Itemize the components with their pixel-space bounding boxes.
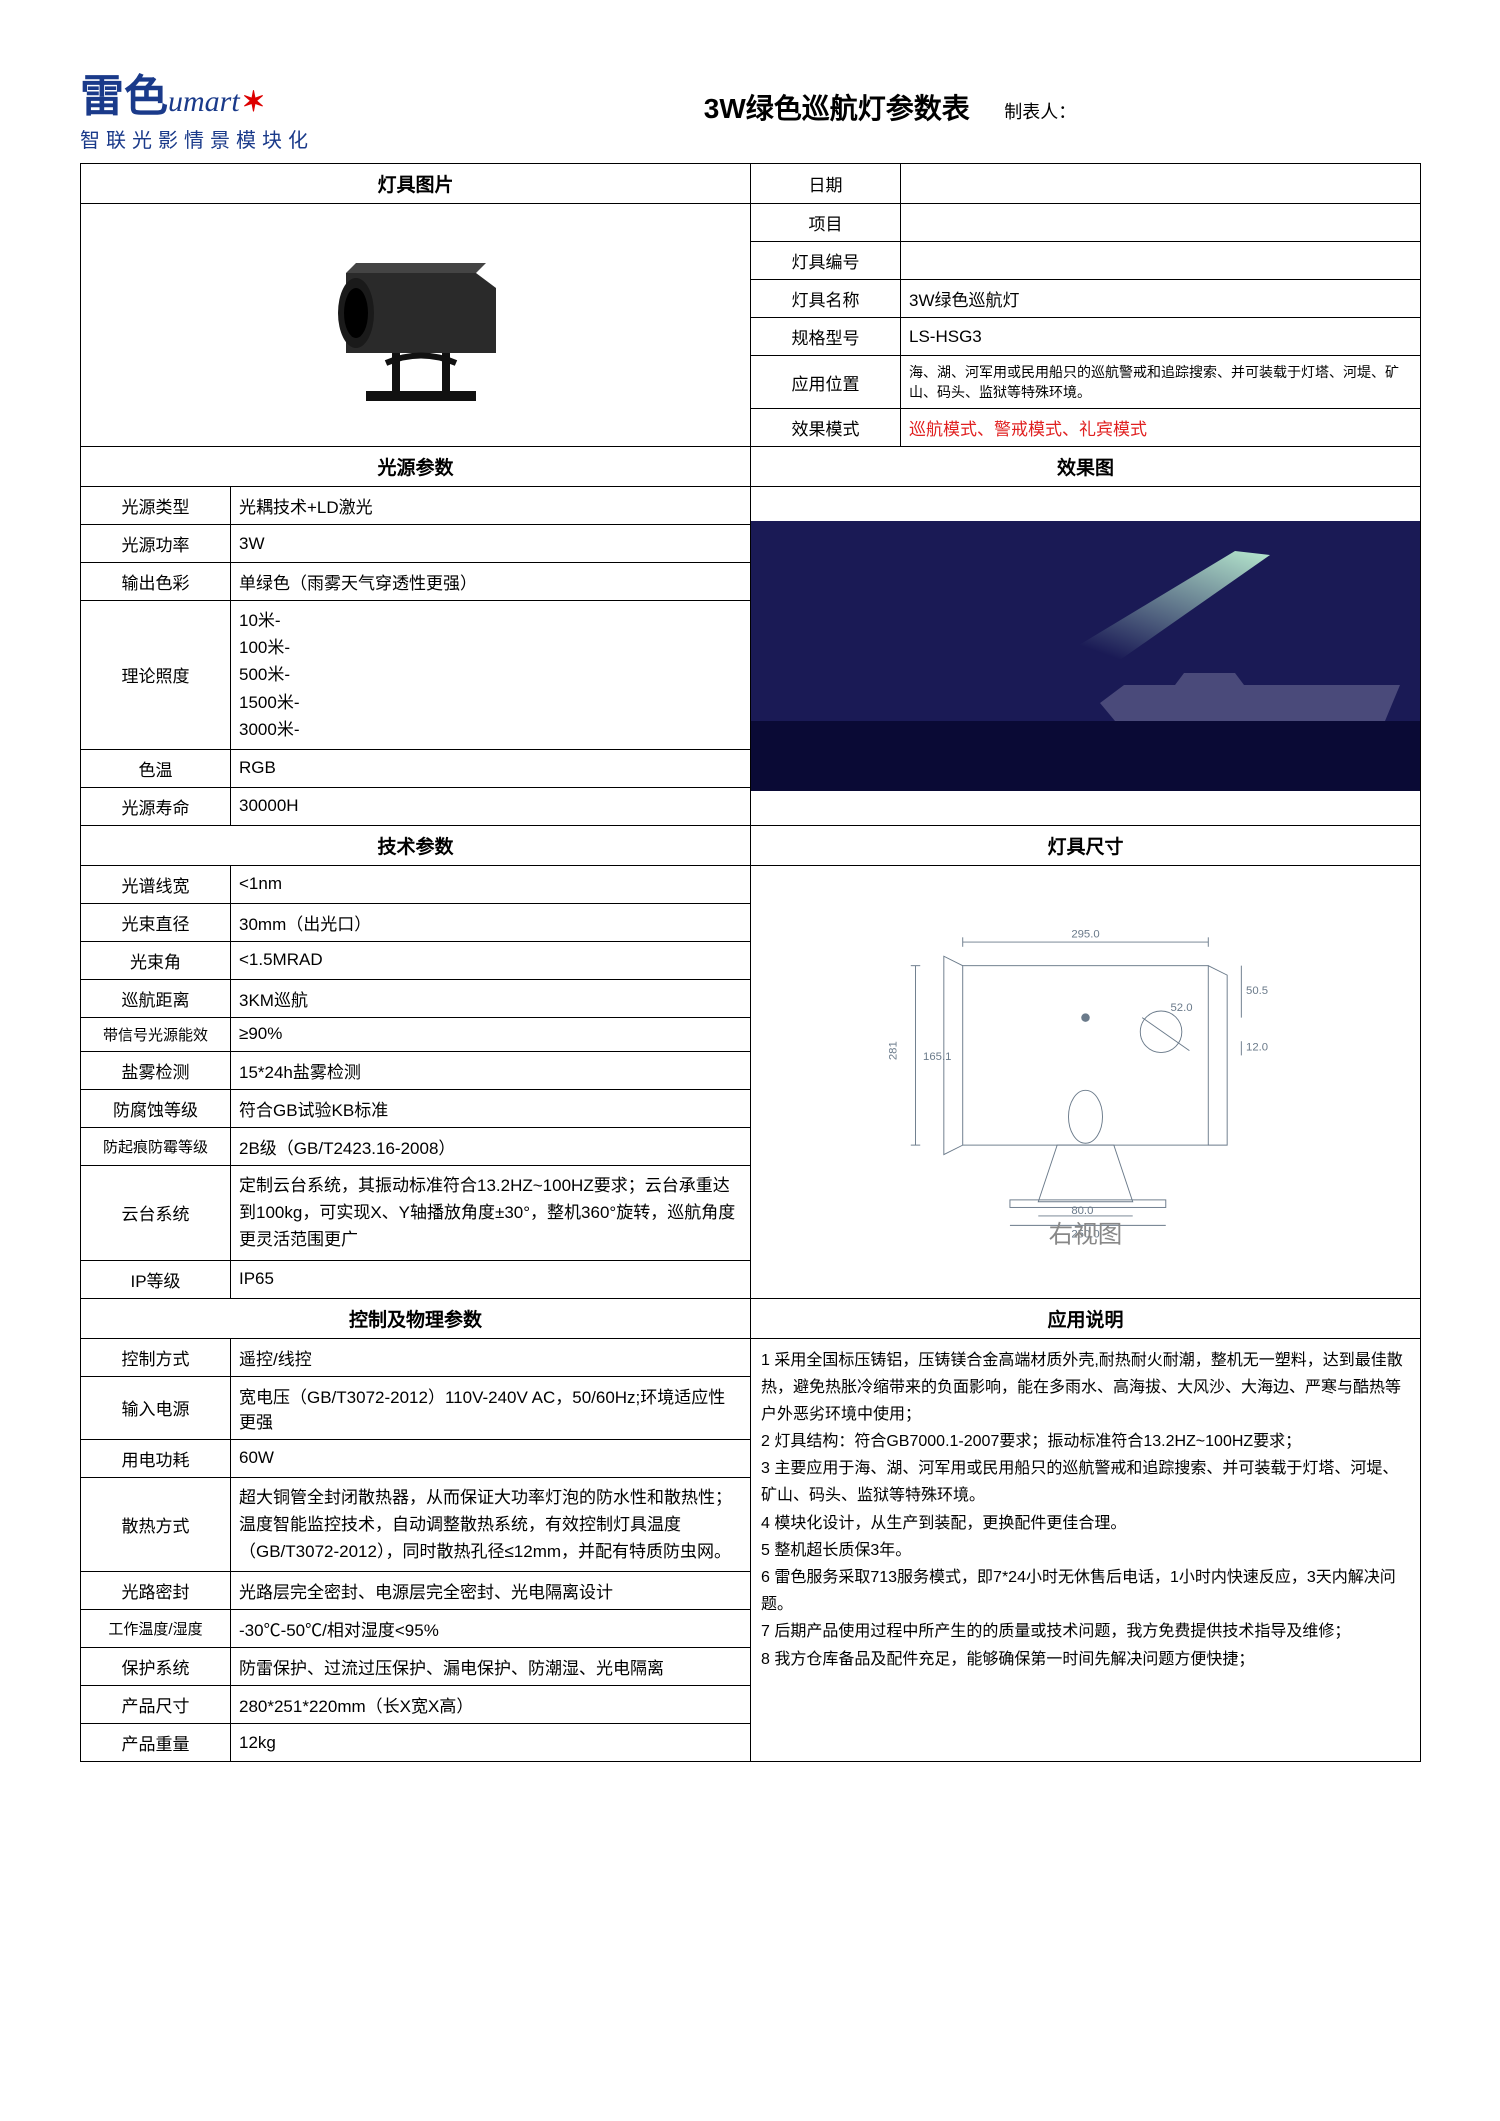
tp-value-2: <1.5MRAD xyxy=(231,941,751,979)
location-label: 应用位置 xyxy=(751,356,901,409)
project-label: 项目 xyxy=(751,204,901,242)
tp-label-2: 光束角 xyxy=(81,941,231,979)
ls-value-3: 10米- 100米- 500米- 1500米- 3000米- xyxy=(231,601,751,750)
cp-value-1: 宽电压（GB/T3072-2012）110V-240V AC，50/60Hz;环… xyxy=(231,1376,751,1439)
tp-value-0: <1nm xyxy=(231,865,751,903)
mode-value: 巡航模式、警戒模式、礼宾模式 xyxy=(901,409,1421,447)
model-value: LS-HSG3 xyxy=(901,318,1421,356)
cp-label-0: 控制方式 xyxy=(81,1338,231,1376)
ls-label-1: 光源功率 xyxy=(81,525,231,563)
tp-label-3: 巡航距离 xyxy=(81,979,231,1017)
section-effect-image: 效果图 xyxy=(751,447,1421,487)
ls-label-2: 输出色彩 xyxy=(81,563,231,601)
tp-value-7: 2B级（GB/T2423.16-2008） xyxy=(231,1127,751,1165)
svg-text:52.0: 52.0 xyxy=(1171,1002,1193,1014)
ls-label-0: 光源类型 xyxy=(81,487,231,525)
tp-value-9: IP65 xyxy=(231,1260,751,1298)
star-icon: ✶ xyxy=(242,87,265,118)
cp-value-4: 光路层完全密封、电源层完全密封、光电隔离设计 xyxy=(231,1572,751,1610)
tp-label-7: 防起痕防霉等级 xyxy=(81,1127,231,1165)
cp-label-1: 输入电源 xyxy=(81,1376,231,1439)
cp-value-0: 遥控/线控 xyxy=(231,1338,751,1376)
effect-image xyxy=(751,521,1420,791)
tp-value-3: 3KM巡航 xyxy=(231,979,751,1017)
effect-image-cell xyxy=(751,487,1421,826)
ls-value-2: 单绿色（雨雾天气穿透性更强） xyxy=(231,563,751,601)
section-tech-params: 技术参数 xyxy=(81,825,751,865)
cp-label-5: 工作温度/湿度 xyxy=(81,1610,231,1648)
svg-text:右视图: 右视图 xyxy=(1049,1221,1123,1249)
date-value xyxy=(901,164,1421,204)
section-application: 应用说明 xyxy=(751,1298,1421,1338)
section-light-source: 光源参数 xyxy=(81,447,751,487)
application-text: 1 采用全国标压铸铝，压铸镁合金高端材质外壳,耐热耐火耐潮，整机无一塑料，达到最… xyxy=(751,1338,1421,1762)
tp-label-9: IP等级 xyxy=(81,1260,231,1298)
product-image xyxy=(286,223,546,423)
svg-text:12.0: 12.0 xyxy=(1246,1042,1268,1054)
svg-text:80.0: 80.0 xyxy=(1071,1205,1093,1217)
page-title: 3W绿色巡航灯参数表 xyxy=(704,87,970,127)
cp-label-3: 散热方式 xyxy=(81,1477,231,1572)
tp-value-4: ≥90% xyxy=(231,1017,751,1051)
ls-label-3: 理论照度 xyxy=(81,601,231,750)
location-value: 海、湖、河军用或民用船只的巡航警戒和追踪搜索、并可装载于灯塔、河堤、矿山、码头、… xyxy=(901,356,1421,409)
logo: 雷色umart✶ 智联光影情景模块化 xyxy=(80,60,360,153)
cp-label-7: 产品尺寸 xyxy=(81,1686,231,1724)
cp-label-2: 用电功耗 xyxy=(81,1439,231,1477)
fixture-no-label: 灯具编号 xyxy=(751,242,901,280)
ls-value-0: 光耦技术+LD激光 xyxy=(231,487,751,525)
tp-label-4: 带信号光源能效 xyxy=(81,1017,231,1051)
ls-label-4: 色温 xyxy=(81,749,231,787)
section-control-phys: 控制及物理参数 xyxy=(81,1298,751,1338)
ls-value-4: RGB xyxy=(231,749,751,787)
fixture-no-value xyxy=(901,242,1421,280)
tp-label-5: 盐雾检测 xyxy=(81,1051,231,1089)
tp-value-8: 定制云台系统，其振动标准符合13.2HZ~100HZ要求；云台承重达到100kg… xyxy=(231,1165,751,1260)
cp-label-6: 保护系统 xyxy=(81,1648,231,1686)
spec-table: 灯具图片 日期 项目 灯具编号 xyxy=(80,163,1421,1762)
fixture-name-label: 灯具名称 xyxy=(751,280,901,318)
ls-value-1: 3W xyxy=(231,525,751,563)
cp-value-5: -30℃-50℃/相对湿度<95% xyxy=(231,1610,751,1648)
cp-value-8: 12kg xyxy=(231,1724,751,1762)
svg-text:281: 281 xyxy=(888,1041,900,1060)
dimension-drawing-cell: 295.0 281 250.0 80.0 52.0 12.0 50.5 165.… xyxy=(751,865,1421,1298)
svg-text:295.0: 295.0 xyxy=(1071,929,1099,941)
fixture-name-value: 3W绿色巡航灯 xyxy=(901,280,1421,318)
tp-label-1: 光束直径 xyxy=(81,903,231,941)
section-dimensions: 灯具尺寸 xyxy=(751,825,1421,865)
ls-label-5: 光源寿命 xyxy=(81,787,231,825)
mode-label: 效果模式 xyxy=(751,409,901,447)
cp-value-3: 超大铜管全封闭散热器，从而保证大功率灯泡的防水性和散热性；温度智能监控技术，自动… xyxy=(231,1477,751,1572)
cp-value-6: 防雷保护、过流过压保护、漏电保护、防潮湿、光电隔离 xyxy=(231,1648,751,1686)
preparer-label: 制表人： xyxy=(1004,98,1076,124)
dimension-drawing: 295.0 281 250.0 80.0 52.0 12.0 50.5 165.… xyxy=(761,909,1410,1249)
model-label: 规格型号 xyxy=(751,318,901,356)
cp-label-4: 光路密封 xyxy=(81,1572,231,1610)
cp-value-7: 280*251*220mm（长X宽X高） xyxy=(231,1686,751,1724)
tp-label-0: 光谱线宽 xyxy=(81,865,231,903)
svg-text:50.5: 50.5 xyxy=(1246,985,1268,997)
ls-value-5: 30000H xyxy=(231,787,751,825)
header: 雷色umart✶ 智联光影情景模块化 3W绿色巡航灯参数表 制表人： xyxy=(80,60,1420,153)
section-product-image: 灯具图片 xyxy=(81,164,751,204)
product-image-cell xyxy=(81,204,751,447)
tp-value-1: 30mm（出光口） xyxy=(231,903,751,941)
svg-text:165.1: 165.1 xyxy=(923,1051,951,1063)
tagline: 智联光影情景模块化 xyxy=(80,124,360,153)
tp-label-6: 防腐蚀等级 xyxy=(81,1089,231,1127)
brand-cn: 雷色 xyxy=(80,72,168,121)
tp-label-8: 云台系统 xyxy=(81,1165,231,1260)
brand-en: umart xyxy=(168,85,240,118)
date-label: 日期 xyxy=(751,164,901,204)
cp-label-8: 产品重量 xyxy=(81,1724,231,1762)
cp-value-2: 60W xyxy=(231,1439,751,1477)
tp-value-5: 15*24h盐雾检测 xyxy=(231,1051,751,1089)
project-value xyxy=(901,204,1421,242)
tp-value-6: 符合GB试验KB标准 xyxy=(231,1089,751,1127)
